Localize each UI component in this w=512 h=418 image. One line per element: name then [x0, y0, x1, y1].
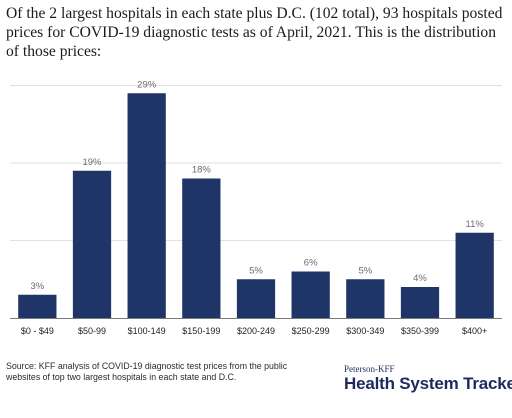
bar	[127, 93, 166, 318]
x-tick-label: $50-99	[78, 326, 106, 336]
x-tick-label: $150-199	[182, 326, 220, 336]
x-tick-label: $200-249	[237, 326, 275, 336]
bar-value-label: 5%	[358, 265, 372, 276]
brand-small-text: Peterson-KFF	[344, 364, 395, 374]
bar	[346, 279, 385, 318]
source-note: Source: KFF analysis of COVID-19 diagnos…	[6, 361, 288, 382]
bar-value-label: 18%	[192, 165, 212, 176]
bar-value-label: 5%	[249, 265, 263, 276]
bar	[182, 178, 221, 318]
bar-value-label: 6%	[304, 258, 318, 269]
x-tick-label: $350-399	[401, 326, 439, 336]
bar	[291, 271, 330, 318]
bar-value-label: 19%	[82, 157, 102, 168]
bar	[18, 294, 57, 318]
bar-value-label: 29%	[137, 79, 157, 90]
brand-large-text: Health System Tracker	[344, 374, 512, 393]
bar-value-label: 11%	[466, 219, 485, 230]
x-tick-label: $250-299	[292, 326, 330, 336]
bar	[236, 279, 276, 318]
x-tick-label: $300-349	[346, 326, 384, 336]
bar-value-label: 4%	[413, 273, 427, 284]
bar-value-label: 3%	[30, 281, 44, 292]
x-tick-label: $0 - $49	[21, 326, 54, 336]
x-tick-label: $400+	[462, 326, 487, 336]
bar-chart: 3% $0 - $49 19% $50-99 29% $100-149 18% $150-19…	[0, 70, 512, 348]
bar	[72, 170, 112, 318]
bar	[400, 287, 440, 318]
x-tick-label: $100-149	[128, 326, 166, 336]
bar-chart-svg: 3% $0 - $49 19% $50-99 29% $100-149 18% $150-19…	[10, 79, 502, 336]
chart-title: Of the 2 largest hospitals in each state…	[6, 5, 503, 60]
bar	[455, 232, 494, 318]
